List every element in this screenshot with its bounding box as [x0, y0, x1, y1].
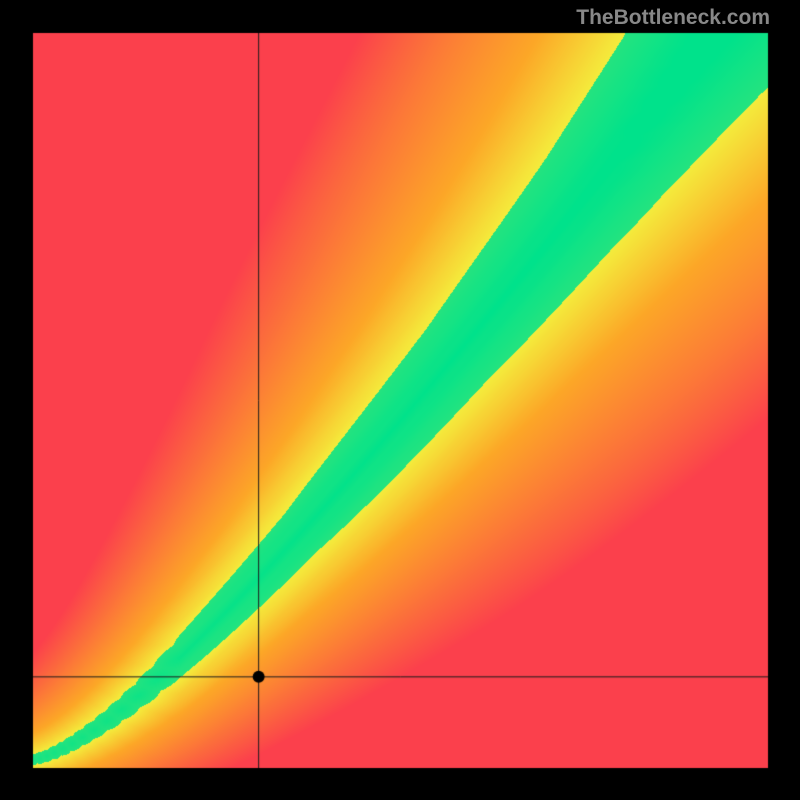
- chart-container: TheBottleneck.com: [0, 0, 800, 800]
- watermark-label: TheBottleneck.com: [576, 6, 770, 30]
- heatmap-canvas: [0, 0, 800, 800]
